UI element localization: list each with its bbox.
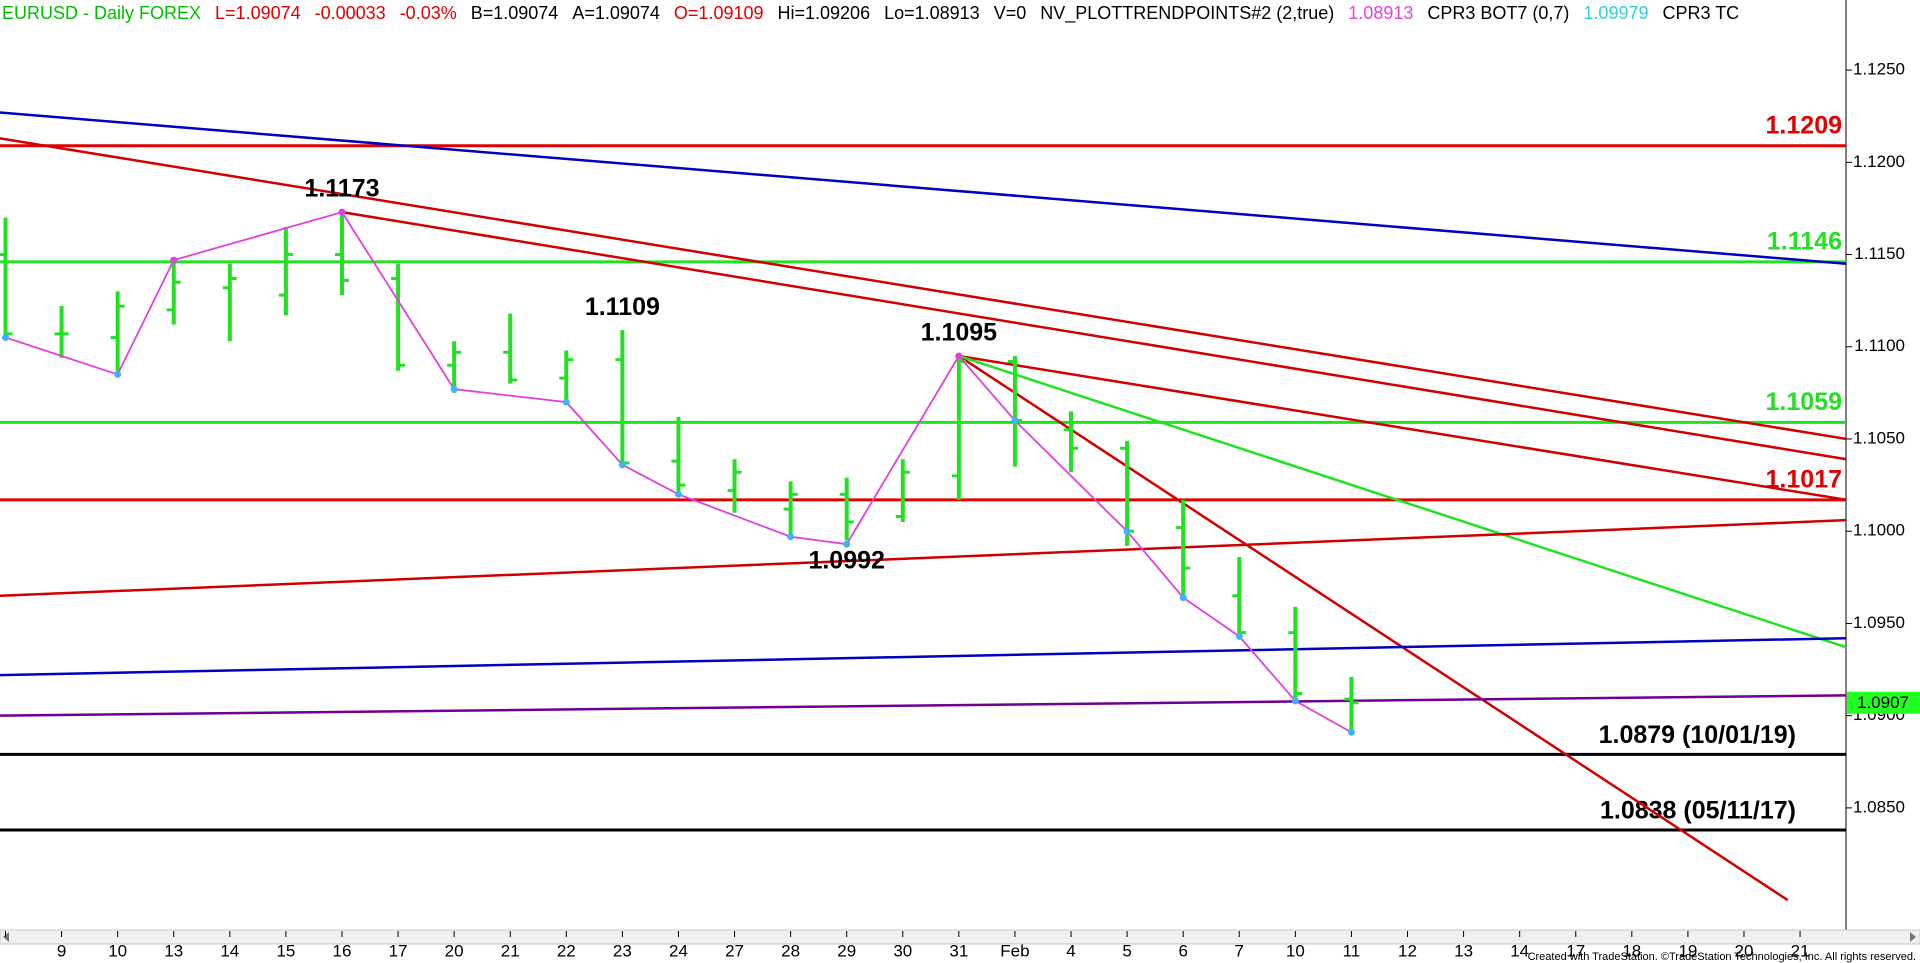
x-tick-label: 23 [613, 941, 632, 960]
swing-label: 1.1173 [304, 175, 379, 203]
trendline [958, 354, 1846, 502]
header-item: B=1.09074 [471, 3, 559, 23]
x-tick-label: 11 [1343, 941, 1361, 960]
level-label: 1.0879 (10/01/19) [1599, 721, 1796, 749]
trendline [0, 518, 1846, 598]
zigzag-point [114, 370, 122, 378]
header-item: NV_PLOTTRENDPOINTS#2 (2,true) [1040, 3, 1334, 24]
x-tick-label: 22 [557, 941, 576, 960]
header-item: -0.03% [400, 3, 457, 23]
trendline [0, 694, 1846, 717]
trendline [0, 137, 1846, 441]
x-tick-label: 24 [669, 941, 688, 960]
trendline [341, 210, 1846, 461]
x-tick-label: 12 [1398, 941, 1417, 960]
level-label: 1.1059 [1766, 388, 1842, 416]
header-item: L=1.09074 [215, 3, 301, 23]
level-label: 1.1146 [1767, 228, 1842, 256]
x-tick-label: Feb [1000, 941, 1029, 960]
header-item: 1.08913 [1348, 3, 1413, 23]
header-item: -0.00033 [315, 3, 386, 23]
zigzag-point [787, 533, 795, 541]
header-item: O=1.09109 [674, 3, 764, 23]
y-tick-label: 1.1050 [1853, 428, 1905, 447]
x-tick-label: 6 [1178, 941, 1187, 960]
x-tick-label: 21 [501, 941, 520, 960]
x-tick-label: 17 [389, 941, 408, 960]
x-tick-label: 27 [725, 941, 744, 960]
y-tick-label: 1.1150 [1854, 244, 1905, 263]
y-tick-label: 1.0850 [1853, 797, 1905, 816]
x-tick-label: 7 [1235, 941, 1244, 960]
header-item: Lo=1.08913 [884, 3, 980, 23]
header-item: Hi=1.09206 [778, 3, 871, 23]
y-tick-label: 1.0950 [1853, 613, 1905, 632]
zigzag-point [1235, 632, 1243, 640]
x-tick-label: 15 [276, 941, 295, 960]
x-tick-label: 13 [164, 941, 183, 960]
x-tick-label: 31 [949, 941, 968, 960]
zigzag-point [1179, 594, 1187, 602]
zigzag-point [1123, 527, 1131, 535]
zigzag-point [674, 490, 682, 498]
zigzag-point [1011, 417, 1019, 425]
trendline [0, 636, 1846, 677]
last-price-label: 1.0907 [1857, 693, 1909, 712]
header-item: CPR3 TC [1663, 3, 1740, 23]
zigzag-point [618, 461, 626, 469]
x-tick-label: 18 [1622, 941, 1641, 960]
zigzag-point [562, 398, 570, 406]
x-tick-label: 10 [1286, 941, 1305, 960]
trendline [0, 111, 1846, 265]
header-item: CPR3 BOT7 (0,7) [1427, 3, 1569, 23]
x-tick-label: 5 [1122, 941, 1131, 960]
footer: Created with TradeStation. ©TradeStation… [1528, 951, 1916, 963]
zigzag-point [1347, 728, 1355, 736]
swing-label: 1.0992 [808, 547, 884, 575]
trendline [958, 354, 1846, 649]
x-tick-label: 13 [1454, 941, 1473, 960]
x-tick-label: 28 [781, 941, 800, 960]
level-label: 1.0838 (05/11/17) [1600, 797, 1796, 825]
zigzag-point [338, 208, 346, 216]
level-label: 1.1209 [1766, 111, 1842, 139]
header-item: EURUSD - Daily FOREX [2, 3, 201, 23]
last-price-box [1847, 691, 1920, 714]
zigzag-point [2, 334, 9, 342]
header-item: 1.09979 [1583, 3, 1648, 23]
header-item: V=0 [994, 3, 1027, 23]
y-tick-label: 1.1000 [1853, 521, 1905, 540]
scrollbar[interactable] [0, 929, 1920, 945]
x-tick-label: 9 [57, 941, 66, 960]
trendline [958, 354, 1789, 902]
x-tick-label: 4 [1066, 941, 1075, 960]
y-tick-label: 1.1200 [1853, 152, 1905, 171]
swing-label: 1.1109 [585, 293, 660, 321]
zigzag-point [170, 256, 178, 264]
x-tick-label: 21 [1791, 941, 1810, 960]
scroll-right-arrow[interactable] [1910, 932, 1916, 942]
zigzag-point [955, 352, 963, 360]
x-tick-label: 19 [1678, 941, 1697, 960]
swing-label: 1.1095 [921, 319, 998, 347]
x-tick-label: 10 [108, 941, 127, 960]
x-tick-label: 29 [837, 941, 856, 960]
x-tick-label: 14 [1510, 941, 1529, 960]
zigzag-point [450, 385, 458, 393]
x-tick-label: 16 [333, 941, 352, 960]
y-tick-label: 1.1250 [1853, 60, 1905, 79]
x-tick-label: 17 [1566, 941, 1585, 960]
zigzag-point [1291, 697, 1299, 705]
x-tick-label: 20 [1735, 941, 1754, 960]
zigzag-point [843, 540, 851, 548]
x-tick-label: 20 [445, 941, 464, 960]
x-tick-label: 14 [220, 941, 239, 960]
x-tick-label: 30 [893, 941, 912, 960]
header-item: A=1.09074 [572, 3, 660, 23]
y-tick-label: 1.1100 [1854, 336, 1905, 355]
